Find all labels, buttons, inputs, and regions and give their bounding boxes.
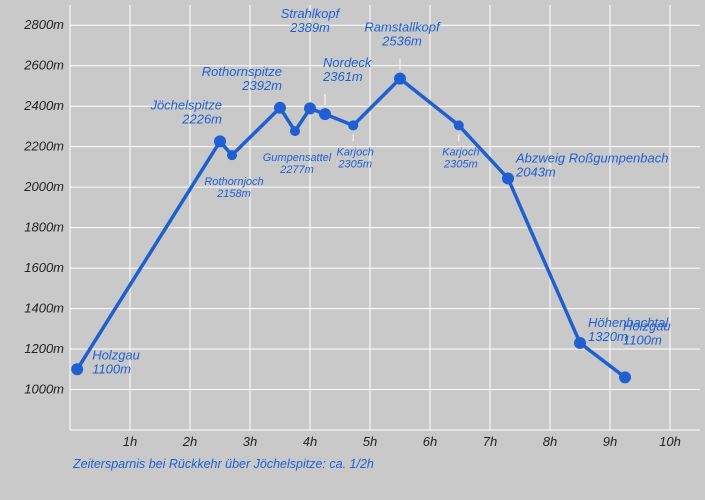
x-tick-label: 9h [603,434,617,449]
waypoint-marker [274,101,286,114]
y-tick-label: 1200m [24,341,64,356]
waypoint-label: Ramstallkopf [364,20,441,35]
waypoint-label: Höhenbachtal [588,315,669,330]
waypoint-label: 2305m [337,158,372,170]
waypoint-marker [214,135,226,148]
x-tick-label: 5h [363,434,377,449]
y-tick-label: 1400m [24,301,64,316]
x-tick-label: 3h [243,434,257,449]
waypoint-label: 2536m [381,34,422,49]
route-series [71,72,631,384]
x-tick-label: 8h [543,434,557,449]
waypoint-marker [619,371,631,384]
waypoint-marker [290,126,300,137]
y-axis-tick-labels: 1000m 1200m 1400m 1600m 1800m 2000m 2200m 2400m… [23,17,64,396]
annotation-text: Zeitersparnis bei Rückkehr über Jöchelsp… [72,457,374,471]
waypoint-marker [348,120,359,131]
y-tick-label: 1600m [24,260,64,275]
x-tick-label: 7h [483,434,497,449]
x-tick-label: 2h [182,434,197,449]
waypoint-marker [453,120,464,131]
waypoint-labels: Holzgau1100mJöchelspitze2226mRothornjoch… [92,6,671,376]
waypoint-marker [502,172,514,185]
waypoint-label: 2043m [515,164,556,179]
grid-lines [69,5,700,431]
x-tick-label: 4h [303,434,317,449]
waypoint-label: 2277m [279,164,314,176]
waypoint-label: Rothornspitze [202,64,282,79]
waypoint-label: 2226m [181,111,222,126]
waypoint-label: Karjoch [337,146,374,158]
waypoint-marker [394,72,406,85]
y-tick-label: 2000m [23,179,64,194]
y-tick-label: 2800m [23,17,64,32]
waypoint-label: Holzgau [623,318,671,333]
waypoint-label: Abzweig Roßgumpenbach [515,150,668,165]
waypoint-marker [227,150,237,161]
waypoint-label: Karjoch [442,146,479,158]
waypoint-label: 1100m [92,361,131,376]
waypoint-label: Nordeck [323,55,373,70]
y-tick-label: 2600m [23,58,64,73]
waypoint-label: 1100m [623,332,662,347]
x-tick-label: 10h [659,434,681,449]
y-tick-label: 2400m [23,98,64,113]
waypoint-label: Holzgau [92,347,140,362]
y-tick-label: 1800m [24,220,64,235]
waypoint-marker [71,363,84,376]
y-tick-label: 2200m [23,139,64,154]
waypoint-marker [319,108,331,121]
x-axis-tick-labels: 1h 2h 3h 4h 5h 6h 7h 8h 9h 10h [123,434,681,449]
waypoint-label: 2392m [241,78,282,93]
waypoint-label: Gumpensattel [263,152,332,164]
waypoint-label: 1320m [588,329,628,344]
waypoint-label: 2305m [443,158,478,170]
x-tick-label: 6h [423,434,437,449]
waypoint-label: 2158m [216,188,251,200]
waypoint-label: 2361m [322,69,363,84]
waypoint-marker [304,102,316,115]
x-tick-label: 1h [123,434,137,449]
waypoint-marker [574,336,586,349]
y-tick-label: 1000m [24,382,64,397]
waypoint-label: Rothornjoch [204,176,263,188]
waypoint-label: Strahlkopf [281,6,341,21]
waypoint-label: 2389m [289,20,330,35]
waypoint-label: Jöchelspitze [149,97,222,112]
